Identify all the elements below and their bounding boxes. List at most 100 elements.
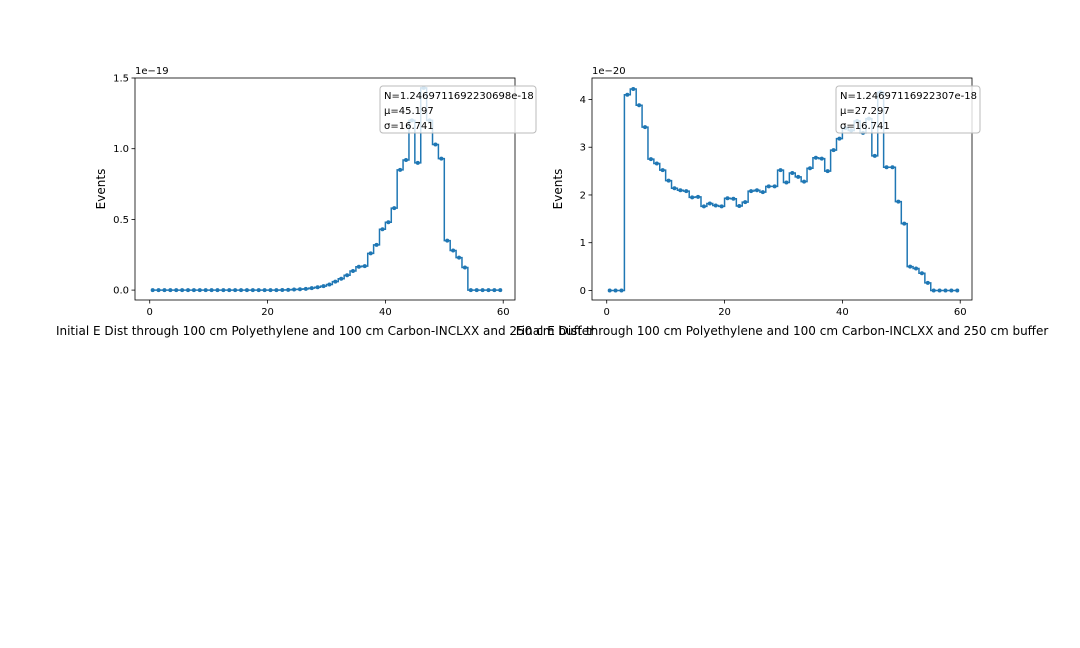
data-point [919,271,924,276]
y-axis-label: Events [551,169,565,210]
data-point [931,288,936,293]
data-point [174,288,179,293]
data-point [315,285,320,290]
data-point [719,204,724,209]
data-point [749,189,754,194]
data-point [280,287,285,292]
data-point [203,288,208,293]
data-point [168,288,173,293]
data-point [707,201,712,206]
data-point [268,288,273,293]
data-point [209,288,214,293]
chart-2: 0 20 40 60 0 1 2 3 4 1e−20 Events Final E Dist thro… [516,66,1049,338]
legend: N=1.24697116922307e-18 μ=27.297 σ=16.741 [835,85,981,134]
data-point [660,168,665,173]
data-point [819,156,824,161]
x-tick-label: 40 [836,307,849,318]
y-tick-label: 1 [580,238,586,249]
data-point [321,284,326,289]
data-point [643,125,648,130]
x-axis-label: Initial E Dist through 100 cm Polyethyle… [56,324,594,338]
x-tick-label: 0 [147,307,153,318]
data-point [896,199,901,204]
legend-text: N=1.24697116922307e-18 [840,91,977,102]
data-point [772,184,777,189]
data-point [221,288,226,293]
data-point [914,266,919,271]
data-point [607,288,612,293]
data-point [778,168,783,173]
data-point [713,203,718,208]
data-point [415,160,420,165]
data-point [386,220,391,225]
data-point [690,195,695,200]
x-tick-label: 20 [718,307,731,318]
data-point [392,206,397,211]
legend-text: μ=27.297 [840,106,890,117]
legend-text: σ=16.741 [840,121,890,132]
data-point [754,188,759,193]
y-tick-label: 1.0 [113,144,129,155]
data-point [925,280,930,285]
data-point [613,288,618,293]
data-point [380,227,385,232]
data-point [737,203,742,208]
data-point [303,286,308,291]
y-axis-label: Events [94,169,108,210]
data-point [625,92,630,97]
x-tick-label: 0 [604,307,610,318]
data-point [286,287,291,292]
data-point [233,288,238,293]
x-tick-label: 20 [261,307,274,318]
data-point [457,255,462,260]
data-point [309,286,314,291]
data-point [890,165,895,170]
data-point [244,288,249,293]
data-point [292,287,297,292]
legend-box [835,85,981,134]
legend-text: N=1.2469711692230698e-18 [384,91,534,102]
axes-frame [134,77,516,301]
data-point [760,190,765,195]
data-point [150,288,155,293]
data-point [215,288,220,293]
data-point [333,279,338,284]
y-tick-label: 3 [580,143,586,154]
data-point [180,288,185,293]
data-point [837,136,842,141]
data-point [451,248,456,253]
data-point [696,194,701,199]
data-point [445,238,450,243]
data-point [339,276,344,281]
legend-text: μ=45.197 [384,106,434,117]
x-tick-label: 60 [954,307,967,318]
y-tick-label: 2 [580,190,586,201]
data-point [784,180,789,185]
data-point [433,142,438,147]
data-point [197,288,202,293]
data-point [191,288,196,293]
data-point [825,169,830,174]
data-point [345,273,350,278]
data-point [439,156,444,161]
legend: N=1.2469711692230698e-18 μ=45.197 σ=16.741 [379,85,537,134]
y-tick-label: 0.5 [113,215,129,226]
data-point [480,288,485,293]
data-point [262,288,267,293]
data-point [637,103,642,108]
y-tick-label: 1.5 [113,74,129,85]
data-point [908,264,913,269]
data-point [672,186,677,191]
data-point [743,200,748,205]
data-point [766,184,771,189]
data-point [796,174,801,179]
data-point [350,269,355,274]
data-point [404,158,409,163]
x-tick-label: 40 [379,307,392,318]
data-point [374,242,379,247]
data-point [902,221,907,226]
data-point [619,288,624,293]
data-point [474,288,479,293]
data-point [684,189,689,194]
